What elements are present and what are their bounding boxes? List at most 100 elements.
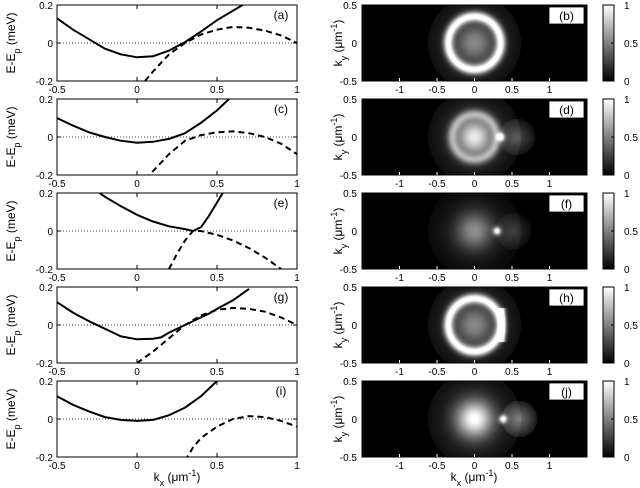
label-part: p: [12, 330, 22, 335]
right-panel-d: 0.5 0 -0.5 -1 -0.5 0 0.5 1 (d) 1 0.5 0: [340, 95, 639, 190]
colorbar-tick-label: 0.5: [624, 39, 638, 50]
right-panel-f: 0.5 0 -0.5 -1 -0.5 0 0.5 1 (f) 1 0.5 0: [340, 189, 639, 284]
x-tick-label: -1: [395, 367, 404, 378]
x-tick-label: 0: [472, 461, 478, 472]
right-panel-b: 0.5 0 -0.5 -1 -0.5 0 0.5 1 (b) 1 0.5 0: [340, 1, 639, 96]
label-part: ): [331, 20, 345, 24]
x-tick-label: -0.5: [48, 461, 66, 472]
label-part: (meV): [4, 294, 18, 330]
x-tick-label: 1: [547, 273, 553, 284]
panel-label: (c): [274, 102, 288, 116]
colorbar-tick-label: 0: [624, 453, 630, 464]
y-tick-label: -0.2: [36, 265, 54, 276]
y-tick-label: -0.5: [340, 453, 358, 464]
panel-label: (j): [561, 385, 572, 399]
colorbar-tick-label: 1: [624, 1, 630, 12]
label-part: ): [196, 470, 200, 484]
x-tick-label: 1: [294, 179, 300, 190]
y-tick-label: 0: [47, 133, 53, 144]
colorbar-tick-label: 0: [624, 359, 630, 370]
x-tick-label: 0: [472, 273, 478, 284]
y-tick-label: 0: [47, 39, 53, 50]
x-tick-label: 0.5: [210, 367, 224, 378]
colorbar-tick-label: 1: [624, 283, 630, 294]
x-tick-label: 0.5: [210, 179, 224, 190]
y-tick-label: 0: [351, 227, 357, 238]
label-part: (meV): [4, 388, 18, 424]
x-tick-label: -0.5: [428, 273, 446, 284]
label-part: -1: [329, 24, 339, 32]
label-part: k: [154, 470, 161, 484]
label-part: p: [12, 236, 22, 241]
label-part: p: [12, 424, 22, 429]
x-tick-label: -0.5: [428, 85, 446, 96]
x-tick-label: 0: [134, 461, 140, 472]
label-part: x: [160, 478, 165, 488]
x-tick-label: 1: [547, 367, 553, 378]
y-axis-label: ky (μm-1): [329, 114, 349, 161]
y-tick-label: 0: [351, 39, 357, 50]
x-tick-label: -0.5: [48, 85, 66, 96]
label-part: y: [339, 55, 349, 60]
panel-label-box: [548, 288, 585, 307]
colorbar-tick-label: 1: [624, 377, 630, 388]
y-tick-label: -0.2: [36, 171, 54, 182]
x-tick-label: 0.5: [505, 461, 519, 472]
y-tick-label: 0.5: [343, 95, 357, 106]
label-part: ): [493, 470, 497, 484]
y-tick-label: -0.2: [36, 453, 54, 464]
left-panel-g: 0.2 0 -0.2-0.5 0 0.5 1 (g): [36, 283, 300, 378]
x-tick-label: -1: [395, 85, 404, 96]
y-tick-label: 0.5: [343, 189, 357, 200]
label-part: -1: [329, 306, 339, 314]
label-part: k: [331, 435, 345, 442]
y-tick-label: -0.2: [36, 77, 54, 88]
x-tick-label: 0: [134, 367, 140, 378]
label-part: -1: [329, 118, 339, 126]
right-panel-h: 0.5 0 -0.5 -1 -0.5 0 0.5 1 (h) 1 0.5 0: [340, 283, 639, 378]
label-part: (μm: [331, 126, 345, 150]
solid-curve: [57, 381, 218, 422]
dashed-curve: [136, 306, 297, 363]
label-part: y: [339, 337, 349, 342]
panel-label: (h): [559, 291, 574, 305]
solid-curve: [57, 99, 231, 144]
x-tick-label: 0: [472, 367, 478, 378]
x-tick-label: -0.5: [428, 367, 446, 378]
label-part: ): [331, 302, 345, 306]
y-tick-label: -0.5: [340, 359, 358, 370]
x-tick-label: -0.5: [428, 179, 446, 190]
x-tick-label: 0: [134, 85, 140, 96]
x-tick-label: 0: [134, 273, 140, 284]
y-axis-label: ky (μm-1): [329, 208, 349, 255]
label-part: p: [12, 142, 22, 147]
y-tick-label: 0.2: [39, 189, 53, 200]
dashed-curve: [186, 415, 297, 457]
y-tick-label: -0.5: [340, 171, 358, 182]
x-tick-label: 1: [547, 179, 553, 190]
x-tick-label: -0.5: [48, 273, 66, 284]
left-panel-a: 0.2 0 -0.2-0.5 0 0.5 1 (a): [36, 1, 300, 96]
x-tick-label: 1: [547, 85, 553, 96]
solid-curve: [97, 193, 224, 233]
x-tick-label: 0.5: [505, 85, 519, 96]
panel-label: (i): [276, 384, 287, 398]
y-tick-label: 0.2: [39, 1, 53, 12]
label-part: (μm: [164, 470, 188, 484]
x-tick-label: 0.5: [210, 461, 224, 472]
label-part: E-E: [4, 148, 18, 168]
x-tick-label: 0: [134, 179, 140, 190]
left-panel-c: 0.2 0 -0.2-0.5 0 0.5 1 (c): [36, 95, 300, 190]
label-part: -1: [485, 468, 493, 478]
y-tick-label: 0: [47, 321, 53, 332]
y-tick-label: 0.5: [343, 283, 357, 294]
y-axis-label: E-Ep (meV): [4, 200, 22, 261]
y-tick-label: -0.5: [340, 265, 358, 276]
colorbar-tick-label: 0.5: [624, 227, 638, 238]
panel-label: (e): [274, 196, 289, 210]
y-axis-label: ky (μm-1): [329, 302, 349, 349]
label-part: -1: [329, 400, 339, 408]
x-tick-label: -0.5: [48, 367, 66, 378]
label-part: E-E: [4, 54, 18, 74]
y-tick-label: 0.2: [39, 283, 53, 294]
